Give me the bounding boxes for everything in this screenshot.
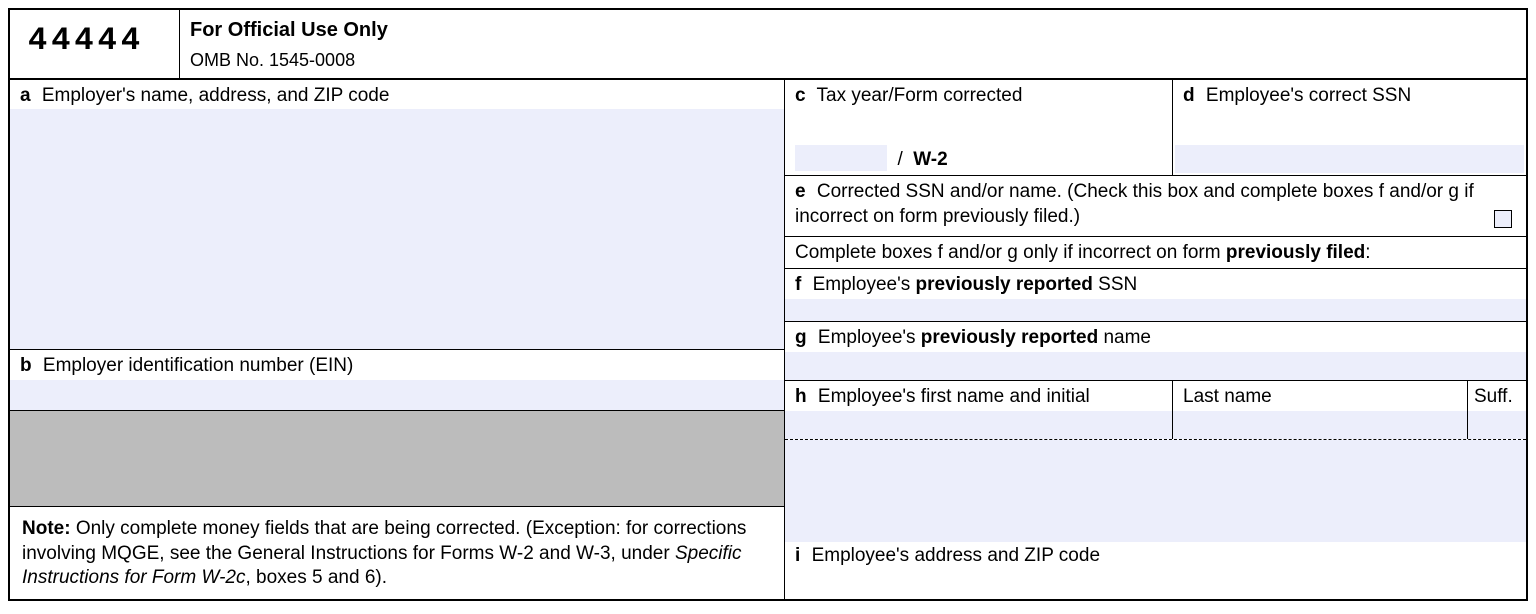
- box-h-letter: h: [795, 386, 807, 407]
- box-a-field[interactable]: [10, 109, 784, 349]
- box-f-pre: Employee's: [813, 274, 916, 295]
- box-g-bold: previously reported: [921, 327, 1098, 348]
- box-b-label: Employer identification number (EIN): [43, 355, 353, 376]
- box-a-label: Employer's name, address, and ZIP code: [42, 85, 390, 106]
- note-text-post: , boxes 5 and 6).: [245, 567, 387, 588]
- note-bold: Note:: [22, 518, 71, 539]
- e-sub-bold: previously filed: [1226, 242, 1365, 263]
- note-text-pre: Only complete money fields that are bein…: [22, 518, 746, 564]
- box-b-letter: b: [20, 355, 32, 376]
- box-a-letter: a: [20, 85, 31, 106]
- box-f-field[interactable]: [785, 299, 1526, 321]
- note-box: Note: Only complete money fields that ar…: [10, 507, 784, 599]
- box-h-suff-label: Suff.: [1468, 381, 1526, 411]
- box-h-lastname-label: Last name: [1173, 381, 1467, 411]
- right-column: c Tax year/Form corrected / W-2 d Employ…: [785, 80, 1526, 600]
- box-c-year-field[interactable]: [795, 145, 887, 171]
- box-b-field[interactable]: [10, 380, 784, 410]
- official-use-box: For Official Use Only OMB No. 1545-0008: [180, 10, 1526, 79]
- form-w2c-header-section: 44444 For Official Use Only OMB No. 1545…: [8, 8, 1528, 601]
- box-e-letter: e: [795, 181, 806, 202]
- box-h-suff-field[interactable]: [1468, 411, 1526, 439]
- box-g-field[interactable]: [785, 352, 1526, 380]
- box-c-label: Tax year/Form corrected: [817, 85, 1023, 106]
- box-b: b Employer identification number (EIN): [10, 350, 784, 411]
- e-sub-post: :: [1365, 242, 1370, 263]
- box-e: e Corrected SSN and/or name. (Check this…: [785, 176, 1526, 236]
- box-e-checkbox[interactable]: [1494, 210, 1512, 228]
- box-d-letter: d: [1183, 85, 1195, 106]
- box-c-form: W-2: [913, 149, 947, 170]
- box-i-letter: i: [795, 545, 800, 566]
- box-h: h Employee's first name and initial Last…: [785, 381, 1526, 542]
- official-use-text: For Official Use Only: [180, 10, 1526, 45]
- form-code: 44444: [10, 10, 179, 69]
- box-g: g Employee's previously reported name: [785, 322, 1526, 381]
- gray-spacer: [10, 411, 784, 507]
- box-g-pre: Employee's: [818, 327, 921, 348]
- box-c: c Tax year/Form corrected / W-2: [785, 80, 1173, 176]
- omb-number: OMB No. 1545-0008: [180, 45, 1526, 78]
- box-a: a Employer's name, address, and ZIP code: [10, 80, 784, 351]
- box-f: f Employee's previously reported SSN: [785, 269, 1526, 322]
- box-g-letter: g: [795, 327, 807, 348]
- box-d-field[interactable]: [1175, 145, 1524, 173]
- box-g-post: name: [1098, 327, 1151, 348]
- form-code-box: 44444: [10, 10, 180, 79]
- box-c-slash: /: [891, 149, 908, 170]
- box-i: i Employee's address and ZIP code: [785, 542, 1526, 572]
- box-d: d Employee's correct SSN: [1173, 80, 1526, 176]
- box-f-post: SSN: [1093, 274, 1137, 295]
- box-h-last-field[interactable]: [1173, 411, 1468, 439]
- box-c-letter: c: [795, 85, 806, 106]
- box-h-address-area[interactable]: [785, 440, 1526, 542]
- box-d-label: Employee's correct SSN: [1206, 85, 1411, 106]
- e-sub-pre: Complete boxes f and/or g only if incorr…: [795, 242, 1226, 263]
- box-e-sub: Complete boxes f and/or g only if incorr…: [785, 237, 1526, 270]
- box-h-first-field[interactable]: [785, 411, 1173, 439]
- box-i-label: Employee's address and ZIP code: [812, 545, 1100, 566]
- box-e-label: Corrected SSN and/or name. (Check this b…: [795, 181, 1474, 227]
- box-f-bold: previously reported: [916, 274, 1093, 295]
- box-f-letter: f: [795, 274, 801, 295]
- box-h-label: Employee's first name and initial: [818, 386, 1090, 407]
- left-column: a Employer's name, address, and ZIP code…: [10, 80, 785, 600]
